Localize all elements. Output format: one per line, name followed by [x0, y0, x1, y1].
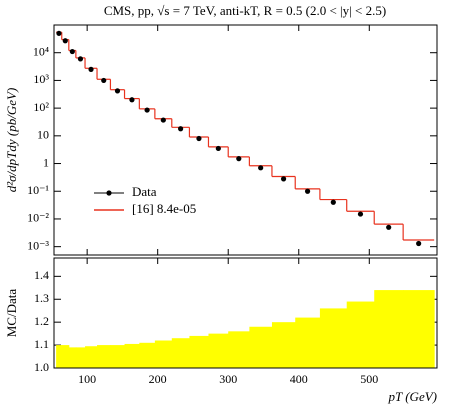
y-tick-label: 1.0: [34, 360, 49, 374]
y-tick-label: 10⁻²: [27, 211, 49, 225]
plot-frame: [53, 257, 438, 369]
x-axis-label: pT (GeV): [387, 389, 437, 404]
plot-frame: [53, 24, 438, 256]
y-tick-label: 1: [43, 155, 49, 169]
ratio-band: [110, 345, 126, 368]
y-tick-label: 10⁴: [33, 44, 49, 58]
y-tick-label: 1.3: [34, 291, 49, 305]
y-tick-label: 10²: [33, 100, 49, 114]
ratio-band: [374, 290, 404, 368]
ratio-band: [139, 342, 156, 368]
x-tick-label: 500: [360, 372, 378, 386]
y-tick-label: 10: [37, 128, 49, 142]
ratio-band: [295, 317, 321, 368]
ratio-y-axis-label: MC/Data: [4, 289, 19, 338]
y-tick-label: 1.4: [34, 268, 49, 282]
ratio-band: [346, 301, 375, 368]
y-axis-label: d²σ/dpTdy (pb/GeV): [4, 88, 19, 193]
legend-label: [16] 8.4e-05: [132, 201, 196, 216]
ratio-band: [319, 308, 348, 368]
ratio-band: [154, 340, 173, 368]
data-point: [129, 97, 135, 103]
data-point: [62, 38, 68, 44]
data-point: [386, 224, 392, 230]
ratio-band: [124, 343, 140, 368]
ratio-band: [189, 335, 209, 368]
ratio-band: [85, 346, 98, 368]
ratio-band: [75, 347, 86, 368]
data-point: [357, 211, 364, 217]
y-tick-label: 1.1: [34, 337, 49, 351]
legend-label: Data: [132, 184, 157, 199]
legend-marker: [106, 190, 112, 196]
data-point: [215, 145, 221, 152]
data-point: [77, 56, 84, 62]
data-point: [304, 188, 311, 194]
y-tick-label: 10⁻³: [27, 238, 49, 252]
ratio-band: [249, 326, 273, 368]
y-tick-label: 10⁻¹: [27, 183, 49, 197]
data-point: [236, 156, 242, 162]
data-point: [330, 199, 336, 205]
data-point: [144, 107, 150, 113]
data-point: [258, 165, 264, 171]
data-point: [196, 135, 202, 142]
data-point: [69, 48, 75, 55]
data-point: [160, 117, 166, 123]
ratio-band: [403, 290, 435, 368]
ratio-band: [208, 333, 229, 368]
ratio-band: [68, 347, 77, 368]
data-point: [178, 126, 184, 132]
ratio-band: [61, 345, 70, 368]
data-point: [88, 66, 94, 72]
ratio-band: [56, 345, 63, 368]
data-point: [114, 88, 121, 94]
ratio-band: [171, 338, 190, 368]
data-point: [56, 30, 62, 36]
data-point: [101, 77, 107, 84]
y-tick-label: 10³: [33, 72, 49, 86]
data-point: [280, 176, 287, 182]
ratio-band: [271, 322, 296, 368]
x-tick-label: 400: [290, 372, 308, 386]
ratio-band: [97, 345, 111, 368]
data-point: [416, 240, 422, 247]
x-tick-label: 100: [78, 372, 96, 386]
y-tick-label: 1.2: [34, 314, 49, 328]
ratio-band: [228, 331, 250, 368]
chart-title: CMS, pp, √s = 7 TeV, anti-kT, R = 0.5 (2…: [104, 3, 386, 18]
x-tick-label: 200: [149, 372, 167, 386]
x-tick-label: 300: [219, 372, 237, 386]
